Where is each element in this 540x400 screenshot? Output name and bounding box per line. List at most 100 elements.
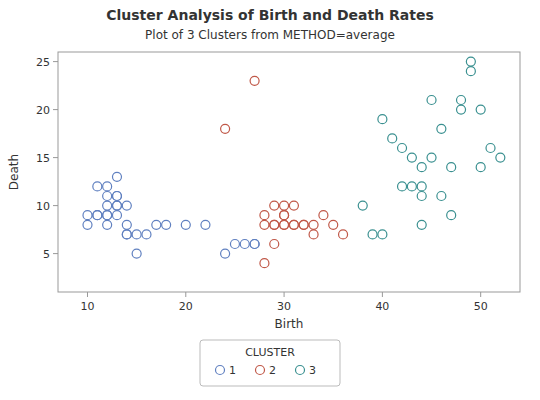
- point: [476, 163, 485, 172]
- point: [417, 192, 426, 201]
- point: [496, 153, 505, 162]
- point: [240, 240, 249, 249]
- point: [112, 192, 121, 201]
- x-tick: [284, 292, 285, 297]
- point: [221, 124, 230, 133]
- point: [299, 220, 308, 229]
- legend: CLUSTER123: [200, 340, 340, 386]
- point: [417, 220, 426, 229]
- axes: 1020304050510152025: [36, 56, 488, 313]
- point: [270, 201, 279, 210]
- y-tick: [53, 109, 58, 110]
- series: [83, 172, 259, 258]
- point: [93, 211, 102, 220]
- point: [83, 211, 92, 220]
- point: [260, 211, 269, 220]
- point: [201, 220, 210, 229]
- point: [250, 240, 259, 249]
- point: [230, 240, 239, 249]
- point: [398, 144, 407, 153]
- x-axis-label: Birth: [275, 317, 304, 331]
- point: [289, 201, 298, 210]
- point: [122, 201, 131, 210]
- points: [83, 57, 505, 268]
- point: [142, 230, 151, 239]
- legend-marker: [256, 366, 265, 375]
- point: [309, 230, 318, 239]
- point: [103, 201, 112, 210]
- point: [388, 134, 397, 143]
- x-tick-label: 40: [375, 300, 389, 313]
- x-tick-label: 20: [179, 300, 193, 313]
- point: [417, 182, 426, 191]
- point: [299, 220, 308, 229]
- x-tick: [87, 292, 88, 297]
- point: [447, 211, 456, 220]
- y-tick-label: 25: [36, 56, 50, 69]
- legend-title: CLUSTER: [245, 346, 295, 359]
- point: [378, 230, 387, 239]
- point: [466, 57, 475, 66]
- series: [221, 76, 348, 267]
- point: [457, 105, 466, 114]
- point: [398, 182, 407, 191]
- point: [447, 163, 456, 172]
- point: [112, 201, 121, 210]
- point: [270, 220, 279, 229]
- point: [260, 220, 269, 229]
- point: [132, 230, 141, 239]
- point: [280, 211, 289, 220]
- x-tick: [382, 292, 383, 297]
- point: [181, 220, 190, 229]
- point: [122, 220, 131, 229]
- x-tick-label: 50: [474, 300, 488, 313]
- x-tick-label: 10: [80, 300, 94, 313]
- title: Cluster Analysis of Birth and Death Rate…: [106, 7, 434, 23]
- point: [270, 240, 279, 249]
- point: [437, 192, 446, 201]
- point: [103, 192, 112, 201]
- point: [407, 153, 416, 162]
- point: [339, 230, 348, 239]
- point: [486, 144, 495, 153]
- x-tick-label: 30: [277, 300, 291, 313]
- legend-entry: 1: [229, 364, 236, 377]
- point: [221, 249, 230, 258]
- y-tick-label: 10: [36, 200, 50, 213]
- point: [112, 211, 121, 220]
- point: [122, 230, 131, 239]
- point: [476, 105, 485, 114]
- point: [250, 76, 259, 85]
- point: [112, 201, 121, 210]
- legend-marker: [216, 366, 225, 375]
- point: [112, 192, 121, 201]
- point: [289, 220, 298, 229]
- subtitle: Plot of 3 Clusters from METHOD=average: [145, 28, 395, 42]
- point: [280, 211, 289, 220]
- point: [112, 172, 121, 181]
- point: [368, 230, 377, 239]
- point: [122, 230, 131, 239]
- point: [162, 220, 171, 229]
- x-tick: [480, 292, 481, 297]
- point: [358, 201, 367, 210]
- y-tick: [53, 157, 58, 158]
- point: [457, 96, 466, 105]
- point: [103, 182, 112, 191]
- y-tick-label: 15: [36, 152, 50, 165]
- point: [407, 182, 416, 191]
- point: [250, 240, 259, 249]
- point: [83, 220, 92, 229]
- point: [427, 153, 436, 162]
- point: [93, 182, 102, 191]
- point: [289, 220, 298, 229]
- point: [319, 211, 328, 220]
- point: [378, 115, 387, 124]
- point: [329, 220, 338, 229]
- y-tick-label: 20: [36, 104, 50, 117]
- point: [152, 220, 161, 229]
- point: [280, 220, 289, 229]
- point: [437, 124, 446, 133]
- point: [309, 220, 318, 229]
- legend-entry: 3: [309, 364, 316, 377]
